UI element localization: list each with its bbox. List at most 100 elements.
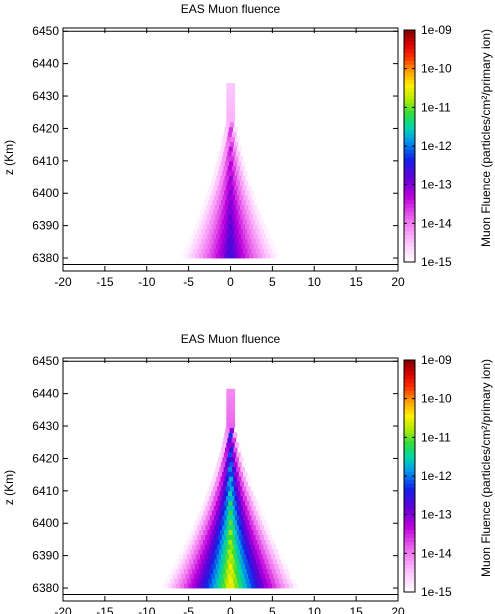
heatmap-cell (207, 233, 213, 239)
heatmap-cell (233, 141, 239, 147)
heatmap-cell (209, 515, 215, 521)
heatmap-cell (258, 554, 264, 560)
heatmap-cell (231, 204, 237, 210)
heatmap-cells (163, 388, 298, 589)
heatmap-cell (229, 447, 234, 453)
heatmap-cell (234, 456, 240, 463)
heatmap-cell (223, 573, 228, 579)
y-tick-label: 6390 (32, 549, 59, 563)
heatmap-cell (240, 214, 246, 220)
heatmap-cell (249, 578, 255, 584)
heatmap-cell (280, 568, 285, 574)
heatmap-cell (244, 214, 250, 220)
colorbar-segment (404, 464, 415, 469)
heatmap-cell (214, 558, 219, 565)
colorbar-tick-label: 1e-09 (421, 23, 452, 37)
heatmap-cell (230, 97, 236, 103)
heatmap-cell (217, 238, 223, 244)
heatmap-cell (215, 563, 221, 569)
colorbar-segment (404, 483, 415, 489)
heatmap-cell (204, 568, 210, 574)
x-tick-label: -5 (183, 605, 194, 614)
heatmap-cell (230, 87, 236, 94)
x-tick-label: 10 (308, 605, 322, 614)
colorbar-segment (404, 518, 415, 523)
heatmap-cell (209, 558, 215, 565)
heatmap-cell (222, 456, 227, 463)
heatmap-cell (206, 549, 212, 555)
heatmap-cell (230, 495, 235, 501)
heatmap-cell (203, 243, 208, 249)
heatmap-cell (230, 155, 235, 162)
heatmap-cell (238, 568, 243, 574)
colorbar-segment (404, 103, 415, 108)
heatmap-cell (226, 442, 231, 448)
heatmap-cell (201, 534, 206, 540)
heatmap-cell (176, 558, 182, 565)
heatmap-cell (228, 126, 234, 133)
heatmap-cell (198, 549, 203, 555)
heatmap-cell (276, 583, 281, 589)
heatmap-cell (219, 500, 225, 506)
heatmap-cell (220, 578, 225, 584)
heatmap-cell (255, 558, 261, 565)
heatmap-cell (189, 549, 195, 555)
heatmap-cell (233, 476, 238, 482)
heatmap-cell (228, 432, 234, 438)
heatmap-cell (226, 534, 231, 540)
colorbar-segment (404, 445, 415, 450)
x-tick-label: 20 (391, 275, 405, 289)
heatmap-cell (230, 408, 236, 414)
heatmap-cell (211, 243, 217, 249)
heatmap-cell (282, 563, 288, 569)
colorbar-segment (404, 41, 415, 46)
heatmap-cell (239, 194, 244, 201)
heatmap-cell (233, 447, 238, 453)
heatmap-cell (274, 253, 279, 259)
heatmap-cell (215, 500, 221, 506)
heatmap-cell (223, 490, 229, 497)
heatmap-cell (223, 539, 229, 545)
colorbar-segment (404, 238, 415, 244)
heatmap-cell (245, 500, 250, 506)
heatmap-cell (236, 466, 241, 472)
colorbar-segment (404, 456, 415, 462)
colorbar-segment (404, 572, 415, 578)
heatmap-cell (215, 510, 221, 516)
heatmap-cell (240, 490, 245, 497)
heatmap-cell (186, 563, 192, 569)
colorbar-segment (404, 588, 415, 593)
heatmap-cell (221, 209, 226, 215)
colorbar-segment (404, 122, 415, 128)
heatmap-cell (267, 583, 273, 589)
heatmap-cell (232, 243, 238, 249)
heatmap-cell (188, 583, 193, 589)
x-tick-label: 0 (227, 605, 234, 614)
heatmap-cell (265, 253, 271, 259)
heatmap-cell (236, 520, 242, 526)
x-tick-label: -10 (138, 275, 156, 289)
x-tick-label: 5 (269, 605, 276, 614)
heatmap-cell (252, 573, 257, 579)
heatmap-cell (211, 490, 216, 497)
heatmap-cell (265, 539, 271, 545)
colorbar-segment (404, 549, 415, 554)
colorbar-segment (404, 537, 415, 543)
heatmap-cell (230, 471, 236, 477)
heatmap-cell (226, 413, 231, 419)
heatmap-cell (240, 466, 245, 472)
colorbar-segment (404, 68, 415, 74)
heatmap-cell (196, 219, 202, 225)
heatmap-cell (218, 481, 224, 487)
heatmap-cell (243, 505, 248, 511)
colorbar-segment (404, 173, 415, 178)
heatmap-cell (213, 219, 219, 225)
heatmap-cell (205, 248, 210, 254)
heatmap-cell (240, 233, 246, 239)
colorbar-tick-label: 1e-15 (421, 585, 452, 599)
heatmap-cell (225, 554, 230, 560)
heatmap-cell (224, 199, 230, 205)
heatmap-cell (236, 224, 242, 230)
x-tick-label: 0 (227, 275, 234, 289)
heatmap-cell (213, 471, 219, 477)
